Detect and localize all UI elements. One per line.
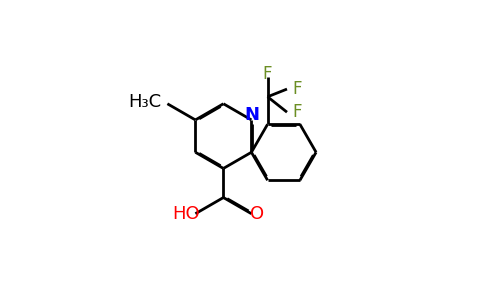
Text: F: F xyxy=(292,80,302,98)
Text: N: N xyxy=(244,106,259,124)
Text: F: F xyxy=(292,103,302,121)
Text: HO: HO xyxy=(172,205,200,223)
Text: O: O xyxy=(250,205,264,223)
Text: H₃C: H₃C xyxy=(128,93,161,111)
Text: F: F xyxy=(263,64,272,82)
